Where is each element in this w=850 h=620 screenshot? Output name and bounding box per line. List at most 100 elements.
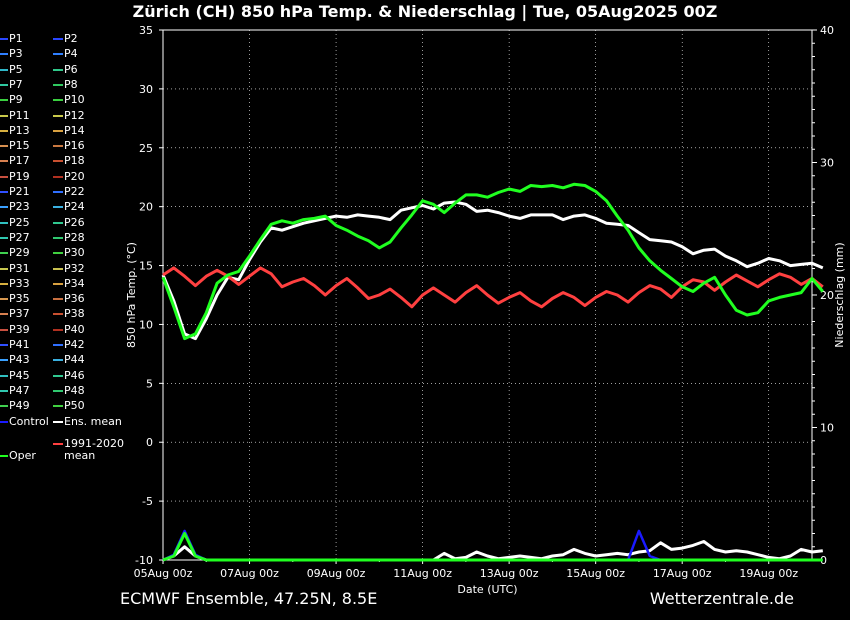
legend-label: P26 xyxy=(64,215,85,229)
legend-item-p5: P5 xyxy=(0,63,23,77)
legend-swatch xyxy=(0,99,8,102)
legend-swatch xyxy=(53,344,63,346)
legend-label: P39 xyxy=(9,322,30,336)
x-tick-label: 19Aug 00z xyxy=(739,567,798,580)
legend-swatch xyxy=(0,389,8,392)
legend-item-p21: P21 xyxy=(0,185,30,199)
legend-item-p9: P9 xyxy=(0,93,23,107)
legend-item-p18: P18 xyxy=(53,154,85,168)
footer-model-info: ECMWF Ensemble, 47.25N, 8.5E xyxy=(120,589,378,608)
y-tick-label-left: 25 xyxy=(139,142,153,155)
legend-swatch xyxy=(53,267,63,270)
y-axis-label-left: 850 hPa Temp. (°C) xyxy=(125,242,138,348)
legend-swatch xyxy=(0,38,8,40)
legend-item-p22: P22 xyxy=(53,185,85,199)
legend-label: P38 xyxy=(64,307,85,321)
legend-item-p3: P3 xyxy=(0,47,23,61)
legend-label: P34 xyxy=(64,276,85,290)
legend-item-p45: P45 xyxy=(0,369,30,383)
legend-swatch xyxy=(0,160,8,163)
legend-swatch xyxy=(0,405,8,408)
legend-label: P19 xyxy=(9,169,30,183)
legend-item-p43: P43 xyxy=(0,353,30,367)
x-tick-label: 17Aug 00z xyxy=(653,567,712,580)
legend-swatch xyxy=(0,282,8,285)
legend-label: P50 xyxy=(64,399,85,413)
series-line-ens-mean-temp xyxy=(161,200,824,341)
legend-label: P46 xyxy=(64,368,85,382)
legend-label: P25 xyxy=(9,215,30,229)
x-axis-label: Date (UTC) xyxy=(457,583,517,596)
legend-swatch xyxy=(53,442,63,445)
x-tick-label: 05Aug 00z xyxy=(134,567,193,580)
legend-label: P27 xyxy=(9,230,30,244)
legend-label: P35 xyxy=(9,292,30,306)
legend-label: P36 xyxy=(64,292,85,306)
legend-item-control: Control xyxy=(0,415,49,429)
legend-item-p50: P50 xyxy=(53,399,85,413)
legend-item-p31: P31 xyxy=(0,262,30,276)
legend-label: P22 xyxy=(64,185,85,198)
y-tick-label-left: 0 xyxy=(146,436,153,449)
legend-item-p1: P1 xyxy=(0,32,23,46)
legend-swatch xyxy=(0,252,8,255)
legend-swatch xyxy=(53,145,63,148)
legend-label: P30 xyxy=(64,246,85,260)
legend-item-p39: P39 xyxy=(0,323,30,337)
legend-label: P3 xyxy=(9,47,23,61)
series-line-1991-2020-mean-temp xyxy=(162,266,824,309)
legend-swatch xyxy=(53,374,63,377)
legend-label: P6 xyxy=(64,62,78,76)
legend-swatch xyxy=(53,114,63,117)
x-tick-label: 13Aug 00z xyxy=(480,567,539,580)
legend-item-p40: P40 xyxy=(53,323,85,337)
legend-swatch xyxy=(53,236,63,239)
legend-label: P23 xyxy=(9,200,30,214)
legend-item-p37: P37 xyxy=(0,307,30,321)
legend-item-p42: P42 xyxy=(53,338,85,352)
legend-label: Control xyxy=(9,414,49,428)
legend-swatch xyxy=(0,129,8,132)
legend-label: P42 xyxy=(64,338,85,351)
legend-item-p6: P6 xyxy=(53,63,78,77)
legend-swatch xyxy=(53,175,63,178)
legend-swatch xyxy=(0,145,8,148)
legend-item-p36: P36 xyxy=(53,292,85,306)
legend-item-p23: P23 xyxy=(0,200,30,214)
legend-swatch xyxy=(53,405,63,408)
legend-swatch xyxy=(0,68,8,71)
legend-label: P10 xyxy=(64,93,85,107)
legend-swatch xyxy=(0,298,8,301)
legend-item-p33: P33 xyxy=(0,277,30,291)
legend-item-p11: P11 xyxy=(0,109,30,123)
legend-swatch xyxy=(0,206,8,209)
legend-item-p27: P27 xyxy=(0,231,30,245)
legend-swatch xyxy=(53,282,63,285)
legend-item-p8: P8 xyxy=(53,78,78,92)
legend-swatch xyxy=(53,328,63,331)
legend-swatch xyxy=(0,359,8,362)
y-tick-label-left: 10 xyxy=(139,318,153,331)
y-tick-label-left: 5 xyxy=(146,377,153,390)
legend-item-p32: P32 xyxy=(53,262,85,276)
legend-item-p4: P4 xyxy=(53,47,78,61)
legend-item-p48: P48 xyxy=(53,384,85,398)
legend-item-clim-mean: 1991-2020 mean xyxy=(53,437,124,461)
legend-label: P20 xyxy=(64,169,85,183)
legend-item-p28: P28 xyxy=(53,231,85,245)
legend-swatch xyxy=(0,344,8,346)
series-line-oper-temp xyxy=(161,182,824,341)
legend-label: 1991-2020 xyxy=(64,436,124,450)
x-tick-label: 09Aug 00z xyxy=(307,567,366,580)
legend-label: P4 xyxy=(64,47,78,61)
legend-swatch xyxy=(53,252,63,255)
legend-item-p20: P20 xyxy=(53,170,85,184)
legend-swatch xyxy=(0,267,8,270)
legend-swatch xyxy=(53,38,63,40)
legend-swatch xyxy=(53,206,63,209)
y-tick-label-left: -10 xyxy=(135,554,153,567)
legend-item-p29: P29 xyxy=(0,246,30,260)
legend-item-p34: P34 xyxy=(53,277,85,291)
legend-item-p16: P16 xyxy=(53,139,85,153)
